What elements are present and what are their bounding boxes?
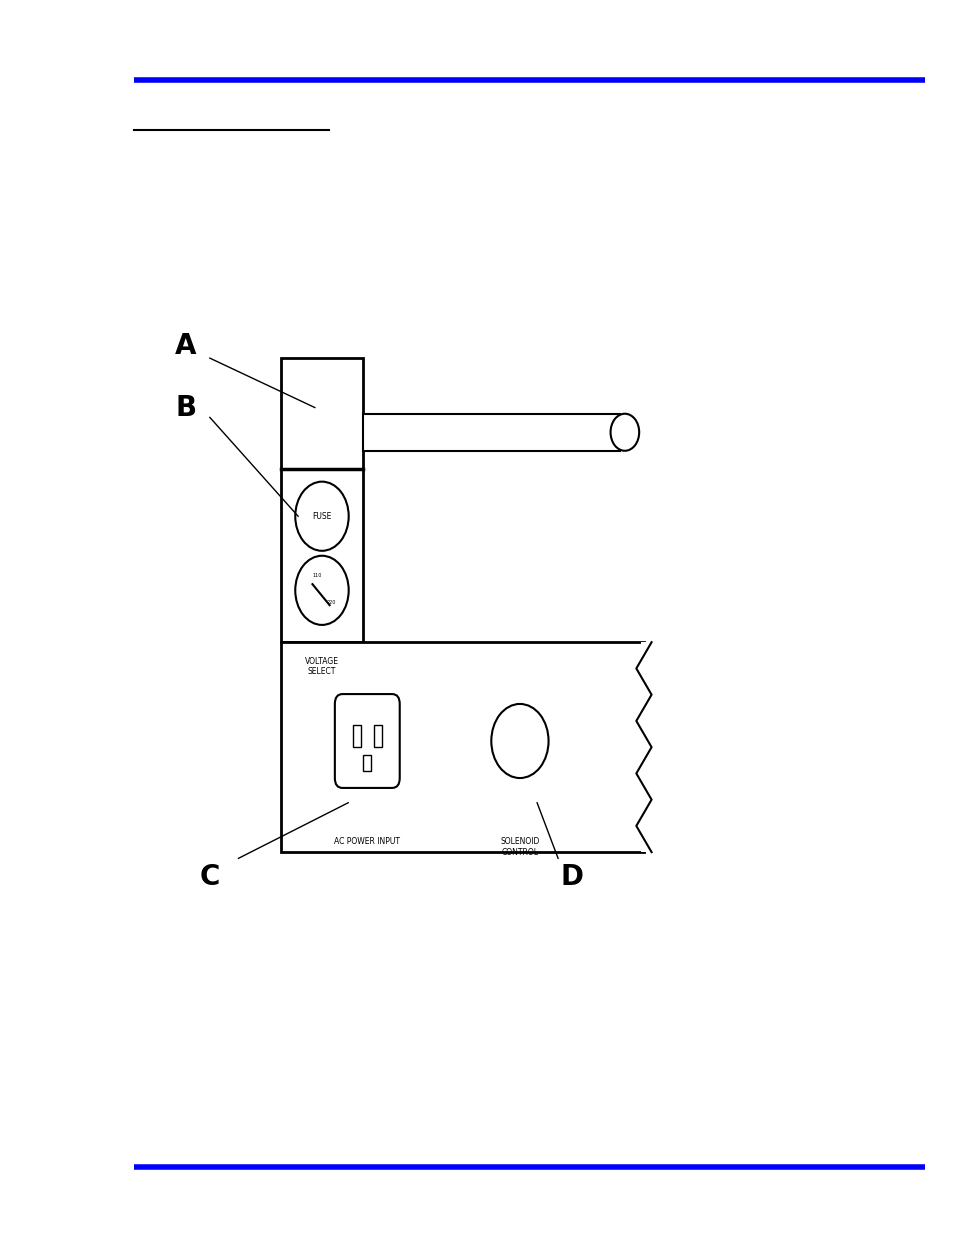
Bar	[362, 414, 619, 451]
Bar	[363, 755, 371, 771]
Bar	[281, 358, 362, 469]
FancyBboxPatch shape	[335, 694, 399, 788]
Text: A: A	[175, 332, 196, 359]
Text: VOLTAGE
SELECT: VOLTAGE SELECT	[305, 657, 338, 677]
Text: C: C	[199, 863, 220, 890]
Bar	[281, 642, 643, 852]
Bar	[374, 725, 381, 747]
Circle shape	[491, 704, 548, 778]
Text: 110: 110	[313, 573, 321, 578]
Text: 220: 220	[327, 600, 335, 605]
Text: SOLENOID
CONTROL: SOLENOID CONTROL	[499, 837, 539, 857]
Circle shape	[610, 414, 639, 451]
Text: AC POWER INPUT: AC POWER INPUT	[334, 837, 400, 846]
Bar	[281, 469, 362, 642]
Bar	[353, 725, 360, 747]
Text: D: D	[560, 863, 583, 890]
Text: FUSE: FUSE	[312, 511, 332, 521]
Bar	[640, 642, 648, 852]
Circle shape	[294, 556, 348, 625]
Circle shape	[294, 482, 348, 551]
Text: B: B	[175, 394, 196, 421]
